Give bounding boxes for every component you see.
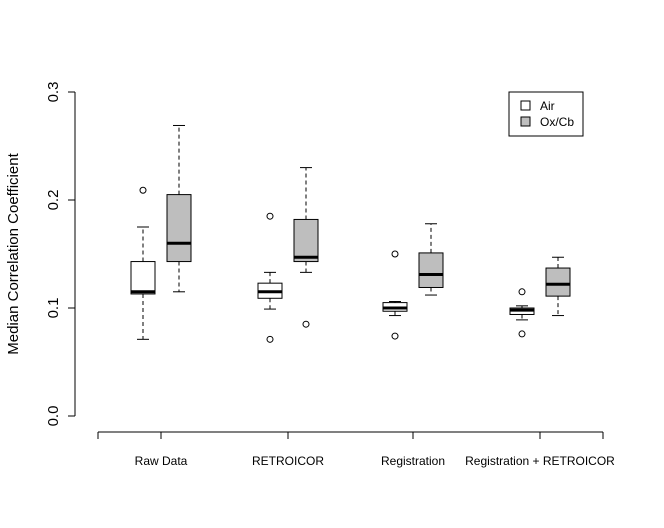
outlier-point <box>302 320 310 328</box>
box <box>545 256 571 317</box>
outlier-point <box>266 335 274 343</box>
outlier-point <box>518 330 526 338</box>
box-iqr <box>545 267 571 297</box>
y-axis: 0.0 0.1 0.2 0.3 <box>45 82 76 427</box>
box-iqr <box>166 194 192 263</box>
box <box>382 250 408 340</box>
box <box>166 124 192 293</box>
y-axis-label: Median Correlation Coefficient <box>5 152 22 354</box>
box <box>418 223 444 296</box>
box-iqr <box>293 218 319 263</box>
x-tick-label: RETROICOR <box>252 454 324 468</box>
outlier-point <box>391 332 399 340</box>
outlier-point <box>518 288 526 296</box>
legend-box <box>508 91 584 137</box>
legend-swatch <box>520 116 531 127</box>
box-iqr <box>418 252 444 288</box>
box <box>130 186 156 340</box>
y-tick-label: 0.3 <box>45 82 62 103</box>
y-tick-label: 0.2 <box>45 190 62 211</box>
legend-label: Ox/Cb <box>540 115 574 129</box>
y-tick-label: 0.0 <box>45 406 62 427</box>
box <box>293 167 319 328</box>
x-axis: Raw Data RETROICOR Registration Registratio… <box>97 431 615 468</box>
outlier-point <box>266 212 274 220</box>
legend-label: Air <box>540 99 555 113</box>
outlier-point <box>139 186 147 194</box>
box-plot-series <box>130 124 571 343</box>
legend-swatch <box>520 100 531 111</box>
box-iqr <box>130 261 156 295</box>
y-tick-label: 0.1 <box>45 298 62 319</box>
box <box>509 288 535 338</box>
x-tick-label: Registration <box>381 454 445 468</box>
x-tick-label: Registration + RETROICOR <box>465 454 615 468</box>
box <box>257 212 283 343</box>
series-air <box>130 186 535 343</box>
outlier-point <box>391 250 399 258</box>
x-tick-label: Raw Data <box>135 454 188 468</box>
legend: Air Ox/Cb <box>508 91 584 137</box>
series-ox-cb <box>166 124 571 328</box>
